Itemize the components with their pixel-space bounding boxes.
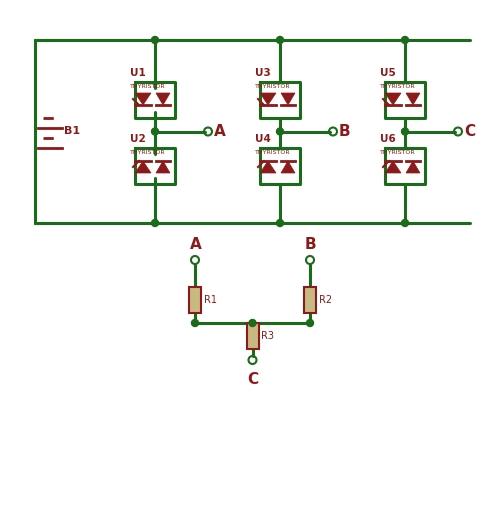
Text: C: C	[464, 124, 475, 139]
Polygon shape	[406, 161, 420, 173]
Polygon shape	[135, 93, 151, 105]
Text: U5: U5	[380, 68, 396, 78]
Text: THYRISTOR: THYRISTOR	[380, 150, 416, 155]
Text: R1: R1	[204, 295, 217, 305]
Circle shape	[276, 219, 283, 227]
Text: U3: U3	[255, 68, 271, 78]
Circle shape	[276, 128, 283, 135]
Polygon shape	[281, 161, 295, 173]
Polygon shape	[281, 93, 295, 105]
Circle shape	[276, 37, 283, 44]
Polygon shape	[156, 93, 170, 105]
Circle shape	[402, 128, 408, 135]
Text: R2: R2	[319, 295, 332, 305]
Text: THYRISTOR: THYRISTOR	[255, 84, 290, 89]
Circle shape	[402, 219, 408, 227]
Text: THYRISTOR: THYRISTOR	[130, 84, 166, 89]
Circle shape	[306, 320, 314, 327]
Text: R3: R3	[262, 331, 274, 341]
Circle shape	[402, 37, 408, 44]
Polygon shape	[406, 93, 420, 105]
Polygon shape	[156, 161, 170, 173]
Polygon shape	[385, 161, 401, 173]
Text: B: B	[339, 124, 350, 139]
Circle shape	[152, 128, 158, 135]
Text: THYRISTOR: THYRISTOR	[380, 84, 416, 89]
Polygon shape	[135, 161, 151, 173]
Text: A: A	[190, 237, 202, 252]
Text: U4: U4	[255, 134, 271, 144]
Text: U6: U6	[380, 134, 396, 144]
Text: C: C	[248, 372, 258, 387]
Polygon shape	[260, 161, 276, 173]
FancyBboxPatch shape	[189, 287, 201, 313]
Text: B1: B1	[64, 126, 80, 137]
Circle shape	[249, 320, 256, 327]
Circle shape	[152, 219, 158, 227]
Circle shape	[192, 320, 198, 327]
Circle shape	[152, 37, 158, 44]
Text: B: B	[305, 237, 316, 252]
Text: THYRISTOR: THYRISTOR	[255, 150, 290, 155]
Text: U1: U1	[130, 68, 146, 78]
Text: A: A	[214, 124, 226, 139]
Text: THYRISTOR: THYRISTOR	[130, 150, 166, 155]
Polygon shape	[385, 93, 401, 105]
Text: U2: U2	[130, 134, 146, 144]
Polygon shape	[260, 93, 276, 105]
FancyBboxPatch shape	[304, 287, 316, 313]
FancyBboxPatch shape	[246, 323, 258, 349]
